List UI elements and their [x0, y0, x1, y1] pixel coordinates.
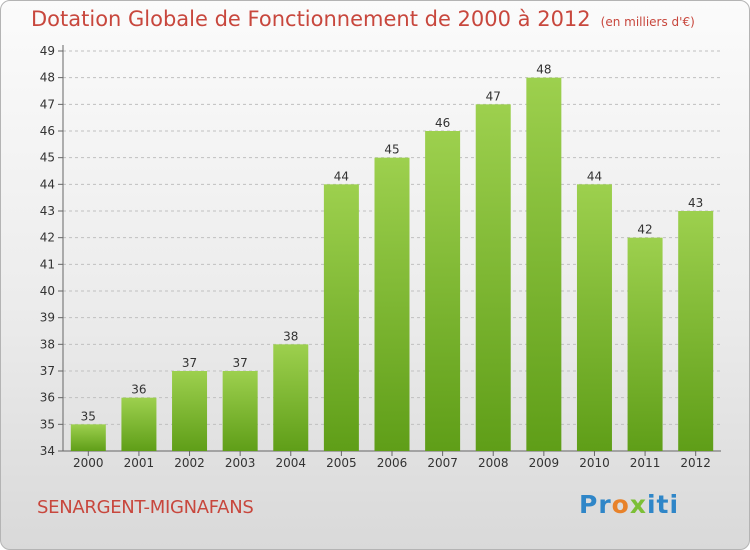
- bar-2007: [425, 131, 461, 451]
- data-label-2003: 37: [233, 356, 248, 370]
- y-tick-label: 36: [40, 391, 55, 405]
- x-tick-label-2012: 2012: [680, 456, 711, 470]
- bar-2006: [374, 157, 410, 451]
- chart-title: Dotation Globale de Fonctionnement de 20…: [31, 7, 695, 31]
- y-tick-label: 44: [40, 177, 55, 191]
- x-tick-label-2003: 2003: [225, 456, 256, 470]
- y-tick-label: 39: [40, 311, 55, 325]
- y-tick-label: 37: [40, 364, 55, 378]
- x-tick-label-2000: 2000: [73, 456, 104, 470]
- x-tick-label-2005: 2005: [326, 456, 357, 470]
- x-tick-label-2002: 2002: [174, 456, 205, 470]
- bar-2008: [475, 104, 511, 451]
- data-label-2011: 42: [637, 223, 652, 237]
- data-label-2009: 48: [536, 63, 551, 77]
- data-label-2000: 35: [81, 409, 96, 423]
- y-tick-label: 46: [40, 124, 55, 138]
- data-label-2006: 45: [384, 143, 399, 157]
- x-tick-label-2009: 2009: [529, 456, 560, 470]
- x-tick-label-2010: 2010: [579, 456, 610, 470]
- bar-2012: [678, 211, 714, 451]
- data-label-2002: 37: [182, 356, 197, 370]
- y-tick-label: 42: [40, 231, 55, 245]
- y-tick-label: 48: [40, 71, 55, 85]
- y-tick-label: 43: [40, 204, 55, 218]
- bar-2004: [273, 344, 309, 451]
- y-tick-label: 40: [40, 284, 55, 298]
- chart-title-text: Dotation Globale de Fonctionnement de 20…: [31, 7, 591, 31]
- y-tick-label: 38: [40, 337, 55, 351]
- y-tick-label: 47: [40, 97, 55, 111]
- x-tick-label-2007: 2007: [427, 456, 458, 470]
- bar-2011: [627, 237, 663, 451]
- proxiti-logo: Proxiti: [579, 490, 680, 519]
- x-tick-label-2008: 2008: [478, 456, 509, 470]
- bar-2001: [121, 397, 157, 451]
- data-label-2007: 46: [435, 116, 450, 130]
- unit-label: (en milliers d'€): [600, 15, 695, 29]
- data-label-2010: 44: [587, 169, 602, 183]
- data-label-2008: 47: [486, 89, 501, 103]
- bar-2003: [222, 371, 258, 451]
- y-tick-label: 45: [40, 151, 55, 165]
- y-tick-label: 34: [40, 444, 55, 458]
- y-tick-label: 35: [40, 417, 55, 431]
- x-tick-label-2011: 2011: [630, 456, 661, 470]
- x-tick-label-2006: 2006: [377, 456, 408, 470]
- data-label-2001: 36: [131, 383, 146, 397]
- data-label-2004: 38: [283, 329, 298, 343]
- bar-2005: [323, 184, 359, 452]
- bar-2009: [526, 77, 562, 452]
- bar-2002: [172, 371, 208, 451]
- bar-2010: [576, 184, 612, 452]
- x-tick-label-2004: 2004: [275, 456, 306, 470]
- commune-name: SENARGENT-MIGNAFANS: [37, 497, 254, 518]
- data-label-2012: 43: [688, 196, 703, 210]
- y-tick-label: 41: [40, 257, 55, 271]
- bar-2000: [70, 424, 106, 451]
- x-tick-label-2001: 2001: [124, 456, 155, 470]
- data-label-2005: 44: [334, 169, 349, 183]
- y-tick-label: 49: [40, 44, 55, 58]
